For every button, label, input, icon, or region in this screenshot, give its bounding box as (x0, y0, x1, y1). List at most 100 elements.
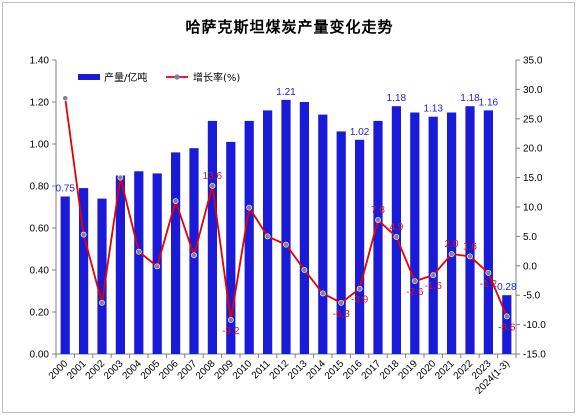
growth-point (319, 290, 326, 297)
bar-data-label: 0.75 (55, 184, 75, 195)
legend-bar-label: 产量/亿吨 (104, 71, 147, 84)
x-tick-label: 2015 (323, 358, 347, 382)
bar (410, 112, 420, 354)
growth-data-label: -3.9 (351, 295, 369, 306)
y-right-tick-label: 0.0 (523, 261, 537, 272)
x-tick-label: 2016 (341, 358, 365, 382)
growth-point (62, 95, 69, 102)
x-tick-label: 2013 (286, 358, 310, 382)
growth-data-label: -8.6 (498, 322, 516, 333)
bar (299, 102, 309, 354)
bar (97, 198, 107, 354)
bar (171, 152, 181, 354)
x-tick-label: 2001 (65, 358, 89, 382)
x-tick-label: 2019 (396, 358, 420, 382)
legend-line-marker (174, 74, 180, 80)
y-right-tick-label: -5.0 (523, 291, 541, 302)
growth-data-label: -2.6 (406, 287, 424, 298)
bar (281, 99, 291, 355)
x-tick-label: 2008 (194, 358, 218, 382)
y-left-tick-label: 0.80 (30, 182, 50, 193)
growth-point (135, 248, 142, 255)
bar (447, 112, 457, 354)
line-series (62, 95, 510, 323)
y-right-tick-label: 20.0 (523, 144, 543, 155)
bar (263, 110, 273, 355)
x-tick-label: 2021 (433, 358, 457, 382)
y-left-tick-label: 0.00 (30, 350, 50, 361)
x-tick-label: 2010 (231, 358, 255, 382)
growth-point (80, 231, 87, 238)
y-right-tick-label: 30.0 (523, 85, 543, 96)
growth-point (264, 233, 271, 240)
bar (244, 120, 254, 355)
x-tick-label: 2002 (84, 358, 108, 382)
y-right-tick-label: 10.0 (523, 203, 543, 214)
x-tick-label: 2022 (452, 358, 476, 382)
bar-data-label: 1.21 (276, 87, 296, 98)
growth-data-label: -1.6 (425, 281, 443, 292)
growth-point (356, 285, 363, 292)
growth-point (503, 313, 510, 320)
x-tick-label: 2012 (268, 358, 292, 382)
growth-point (209, 182, 216, 189)
legend-bar-swatch (78, 74, 100, 80)
x-tick-label: 2020 (415, 358, 439, 382)
growth-data-label: 4.9 (389, 222, 403, 233)
growth-data-label: 7.8 (371, 205, 385, 216)
bar (373, 120, 383, 355)
bar-data-label: 1.18 (460, 93, 480, 104)
growth-point (467, 253, 473, 260)
growth-point (99, 299, 105, 306)
y-left-tick-label: 0.60 (30, 224, 50, 235)
growth-data-label: 13.6 (203, 171, 223, 182)
bar (207, 120, 217, 355)
x-tick-label: 2017 (360, 358, 384, 382)
growth-data-label: -6.3 (333, 309, 351, 320)
bar-data-label: 1.02 (350, 127, 370, 138)
bar (336, 131, 346, 354)
growth-point (393, 234, 400, 240)
bar (79, 188, 89, 354)
growth-point (283, 241, 289, 248)
bar-data-label: 0.28 (497, 282, 517, 293)
bar (355, 139, 365, 354)
growth-data-label: -1.2 (480, 279, 498, 290)
bar (502, 295, 512, 354)
growth-point (172, 198, 179, 205)
growth-point (338, 299, 345, 306)
y-right-tick-label: 25.0 (523, 114, 543, 125)
x-tick-label: 2000 (47, 358, 71, 382)
chart-title: 哈萨克斯坦煤炭产量变化走势 (185, 18, 394, 36)
y-left-tick-label: 0.20 (30, 308, 50, 319)
x-tick-label: 2003 (102, 358, 126, 382)
growth-point (411, 278, 418, 284)
y-left-tick-label: 0.40 (30, 266, 50, 277)
bar (318, 114, 328, 354)
bar (483, 110, 493, 355)
x-tick-label: 2011 (250, 358, 273, 381)
growth-data-label: -9.2 (222, 326, 240, 337)
growth-data-label: 2.0 (445, 239, 459, 250)
y-right-tick-label: -15.0 (523, 350, 546, 361)
y-left-tick-label: 1.00 (30, 140, 50, 151)
growth-point (117, 174, 124, 181)
y-right-tick-label: 5.0 (523, 232, 537, 243)
growth-point (485, 269, 492, 276)
bar-data-label: 1.13 (423, 104, 443, 115)
x-tick-label: 2004 (120, 358, 144, 382)
bar (60, 196, 70, 354)
bar-data-label: 1.18 (387, 93, 407, 104)
growth-point (430, 272, 437, 279)
bar (391, 106, 401, 354)
growth-point (191, 252, 197, 259)
x-tick-label: 2005 (139, 358, 163, 382)
growth-point (227, 316, 234, 323)
bar-data-label: 1.16 (479, 97, 499, 108)
y-right-tick-label: 15.0 (523, 173, 543, 184)
data-labels: 0.751.211.021.181.131.181.160.2813.6-9.2… (55, 87, 517, 337)
growth-point (375, 217, 381, 223)
bar (115, 175, 125, 354)
growth-point (448, 251, 455, 257)
